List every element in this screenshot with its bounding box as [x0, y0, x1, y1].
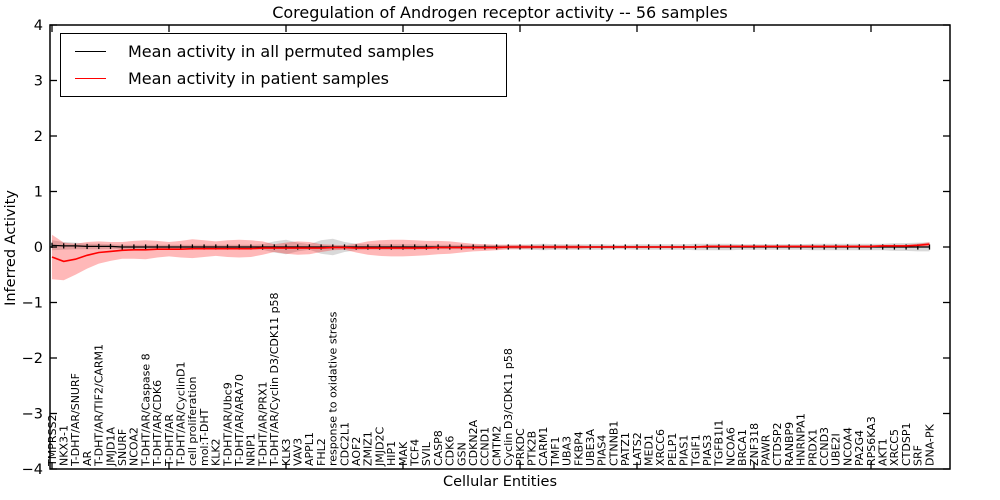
x-tick-label: T-DHT/AR/CDK6	[151, 380, 164, 467]
x-tick-label: KLK2	[210, 438, 223, 466]
x-tick-label: UBA3	[561, 436, 574, 466]
x-tick-label: PELP1	[666, 433, 679, 466]
y-tick-label: 3	[34, 74, 43, 90]
x-tick-label: XRCC6	[654, 429, 667, 466]
x-tick-label: CARM1	[537, 427, 550, 466]
x-tick-label: T-DHT/AR/TIF2/CARM1	[93, 344, 106, 467]
x-tick-label: AR	[81, 450, 94, 466]
x-tick-label: RANBP9	[783, 422, 796, 466]
x-tick-label: SRF	[912, 445, 925, 466]
y-tick-label: −1	[22, 296, 43, 312]
x-tick-label: response to oxidative stress	[327, 311, 340, 466]
x-tick-label: NCOA2	[128, 427, 141, 466]
y-tick-label: 0	[34, 240, 43, 256]
x-tick-label: T-DHT/AR/Cyclin D3/CDK11 p58	[268, 292, 281, 467]
x-tick-label: XRCC5	[888, 429, 901, 466]
x-tick-label: CMTM2	[490, 426, 503, 466]
chart-title: Coregulation of Androgen receptor activi…	[272, 3, 728, 22]
patient-std-band	[52, 234, 930, 281]
x-tick-label: CCND1	[479, 427, 492, 466]
x-tick-label: mol:T-DHT	[198, 408, 211, 466]
x-tick-label: APPL1	[303, 432, 316, 466]
x-tick-label: Cyclin D3/CDK11 p58	[502, 348, 515, 466]
x-tick-label: JMJD1A	[104, 427, 117, 467]
x-tick-label: UBE2I	[830, 433, 843, 466]
x-tick-label: PRDX1	[806, 429, 819, 466]
x-tick-label: T-DHT/AR/Caspase 8	[139, 353, 152, 467]
legend-label-patient: Mean activity in patient samples	[128, 68, 389, 88]
x-tick-label: PIAS4	[596, 435, 609, 466]
x-tick-label: CTDSP1	[900, 423, 913, 466]
x-tick-label: NCOA6	[724, 427, 737, 466]
x-tick-label: UBE3A	[584, 428, 597, 466]
legend-item-permuted: Mean activity in all permuted samples	[75, 43, 506, 61]
y-tick-label: 1	[34, 185, 43, 201]
y-axis-label: Inferred Activity	[3, 190, 19, 306]
y-tick-label: −2	[22, 351, 43, 367]
x-tick-label: PTK2B	[526, 431, 539, 466]
x-tick-label: T-DHT/AR/ARA70	[233, 374, 246, 467]
x-tick-label: TGFB1I1	[713, 420, 726, 467]
legend-line-patient-icon	[75, 78, 106, 79]
y-tick-label: −4	[22, 462, 43, 478]
x-tick-label: MAK	[397, 441, 410, 466]
legend-item-patient: Mean activity in patient samples	[75, 70, 506, 88]
x-tick-label: TGIF1	[689, 434, 702, 467]
x-tick-label: CCND3	[818, 427, 831, 466]
x-tick-label: T-DHT/AR/SNURF	[69, 373, 82, 467]
x-tick-label: LATS2	[631, 432, 644, 466]
x-tick-label: CDC2L1	[338, 422, 351, 466]
x-tick-label: HIP1	[385, 441, 398, 466]
y-tick-label: 2	[34, 129, 43, 145]
x-tick-label: CTDSP2	[771, 423, 784, 466]
x-tick-label: PIAS3	[701, 435, 714, 466]
x-tick-label: PATZ1	[619, 432, 632, 466]
x-tick-label: PIAS1	[678, 435, 691, 466]
x-tick-label: VAV3	[292, 438, 305, 466]
x-tick-label: ZNF318	[748, 423, 761, 466]
x-tick-label: BRCA1	[736, 429, 749, 466]
x-tick-label: ZMIZ1	[362, 431, 375, 466]
x-tick-label: CDK6	[444, 436, 457, 466]
legend-label-permuted: Mean activity in all permuted samples	[128, 41, 435, 61]
x-tick-label: T-DHT/AR/PRX1	[256, 381, 269, 467]
x-tick-label: NRIP1	[245, 433, 258, 466]
x-tick-label: AOF2	[350, 437, 363, 466]
x-tick-label: FHL2	[315, 438, 328, 466]
y-tick-label: −3	[22, 407, 43, 423]
x-tick-label: JMJD2C	[373, 427, 386, 467]
x-tick-label: MED1	[643, 434, 656, 466]
x-tick-label: NCOA4	[841, 427, 854, 466]
x-tick-label: CDKN2A	[467, 419, 480, 466]
x-tick-label: NKX3-1	[58, 425, 71, 466]
x-tick-label: T-DHT/AR	[163, 414, 176, 467]
x-tick-label: PA2G4	[853, 430, 866, 466]
legend: Mean activity in all permuted samples Me…	[60, 33, 507, 97]
x-tick-label: SVIL	[420, 441, 433, 466]
x-tick-label: AKT1	[877, 438, 890, 466]
x-tick-label: cell proliferation	[186, 376, 199, 466]
patient-mean-line	[51, 243, 930, 263]
x-axis-label: Cellular Entities	[442, 474, 558, 490]
x-tick-label: DNA-PK	[923, 423, 936, 466]
x-tick-label: KLK3	[280, 438, 293, 466]
x-tick-label: CASP8	[432, 430, 445, 466]
x-tick-label: PRKDC	[514, 428, 527, 466]
x-tick-label: FKBP4	[572, 431, 585, 466]
x-tick-label: T-DHT/AR/Ubc9	[221, 382, 234, 467]
y-tick-label: 4	[34, 18, 43, 34]
x-tick-label: CTNNB1	[607, 421, 620, 466]
x-tick-label: SNURF	[116, 429, 129, 466]
x-tick-label: GSN	[455, 442, 468, 466]
legend-line-permuted-icon	[75, 51, 106, 52]
x-tick-label: TMF1	[549, 436, 562, 467]
x-tick-label: TCF4	[409, 439, 422, 467]
x-tick-label: T-DHT/AR/CyclinD1	[175, 361, 188, 467]
x-tick-label: PAWR	[760, 434, 773, 466]
x-tick-label: RPS6KA3	[865, 416, 878, 466]
x-tick-label: HNRNPA1	[795, 413, 808, 466]
x-tick-label: TMPRSS2	[46, 415, 59, 467]
